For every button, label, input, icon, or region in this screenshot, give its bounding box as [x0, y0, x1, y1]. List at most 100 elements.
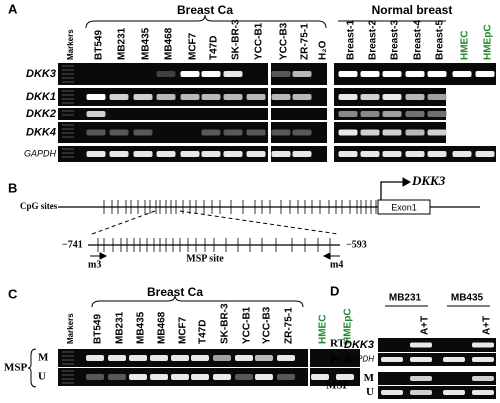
band — [156, 151, 176, 157]
band — [133, 129, 153, 136]
row-label: GAPDH — [346, 355, 375, 364]
band — [201, 94, 221, 100]
band — [255, 355, 273, 361]
row-label: DKK2 — [26, 108, 56, 120]
row-label: M — [364, 372, 375, 384]
band — [156, 71, 176, 77]
method-label: PCR — [330, 354, 354, 366]
lane-label: Breast-4 — [413, 20, 424, 60]
band — [381, 357, 403, 362]
lane-label: A+T — [420, 316, 431, 335]
band — [223, 151, 243, 157]
band — [213, 355, 231, 361]
band — [246, 151, 266, 157]
band — [338, 94, 358, 100]
band — [108, 355, 126, 361]
gel — [378, 338, 496, 352]
band — [108, 374, 126, 380]
band — [382, 129, 402, 136]
lane-label: HMEC — [318, 315, 329, 344]
band — [223, 94, 243, 100]
row-label: DKK3 — [344, 339, 374, 351]
gel — [271, 108, 327, 120]
band — [156, 94, 176, 100]
band — [472, 342, 494, 348]
gene-label: DKK3 — [411, 173, 446, 188]
band — [271, 71, 291, 77]
band — [150, 355, 168, 361]
band — [86, 129, 106, 136]
band — [133, 151, 153, 157]
cpg-label: CpG sites — [20, 201, 58, 211]
band — [201, 151, 221, 157]
cell-label: MB435 — [451, 293, 484, 304]
lane-label: MB435 — [136, 311, 147, 344]
lane-label: MCF7 — [188, 32, 199, 60]
band — [336, 374, 354, 380]
band — [360, 151, 380, 157]
brace — [91, 294, 304, 308]
lane-label: Breast-1 — [346, 20, 357, 60]
panel-label: A — [8, 1, 18, 16]
panel-label: C — [8, 286, 18, 301]
lane-label: ZR-75-1 — [300, 23, 311, 60]
band — [360, 129, 380, 136]
band — [382, 111, 402, 117]
method-label: MSP — [326, 380, 350, 392]
band — [235, 355, 253, 361]
lane-label: BT549 — [93, 314, 104, 344]
lane-label: Breast-2 — [368, 20, 379, 60]
gel — [378, 386, 496, 399]
band — [410, 390, 432, 395]
lane-label: H₂O — [318, 40, 329, 60]
band — [443, 357, 465, 362]
band — [452, 151, 472, 157]
band — [311, 374, 329, 380]
band — [109, 129, 129, 136]
lane-label: MCF7 — [178, 316, 189, 344]
exon-label: Exon1 — [391, 202, 417, 212]
band — [180, 151, 200, 157]
band — [427, 111, 447, 117]
band — [180, 94, 200, 100]
band — [360, 71, 380, 77]
lane-label: YCC-B1 — [254, 22, 265, 60]
lane-label: SK-BR-3 — [220, 303, 231, 344]
row-label: U — [366, 386, 374, 398]
band — [129, 355, 147, 361]
band — [405, 129, 425, 136]
band — [410, 342, 432, 348]
row-label: M — [38, 352, 49, 364]
lane-label: MB231 — [115, 311, 126, 344]
band — [150, 374, 168, 380]
band — [292, 129, 312, 136]
lane-label: T47D — [209, 36, 220, 60]
lane-label: MB468 — [164, 27, 175, 60]
band — [381, 390, 403, 395]
band — [405, 71, 425, 77]
band — [338, 129, 358, 136]
band — [443, 390, 465, 395]
lane-label: Markers — [66, 29, 75, 60]
band — [191, 374, 209, 380]
band — [129, 374, 147, 380]
lane-label: BT549 — [94, 30, 105, 60]
band — [360, 111, 380, 117]
panel-label: B — [8, 180, 17, 195]
band — [201, 129, 221, 136]
group-label: Breast Ca — [147, 285, 203, 299]
panel-b-diagram — [58, 177, 480, 260]
lane-label: HMEpC — [343, 308, 354, 344]
lane-label: SK-BR-3 — [231, 19, 242, 60]
row-label: DKK4 — [26, 126, 56, 138]
band — [86, 151, 106, 157]
band — [86, 94, 106, 100]
lane-label: ZR-75-1 — [284, 307, 295, 344]
lane-label: Markers — [66, 313, 75, 344]
position-label: −741 — [62, 239, 83, 250]
band — [255, 374, 273, 380]
row-label: DKK1 — [26, 91, 56, 103]
band — [133, 94, 153, 100]
primer-label: m3 — [88, 259, 101, 270]
